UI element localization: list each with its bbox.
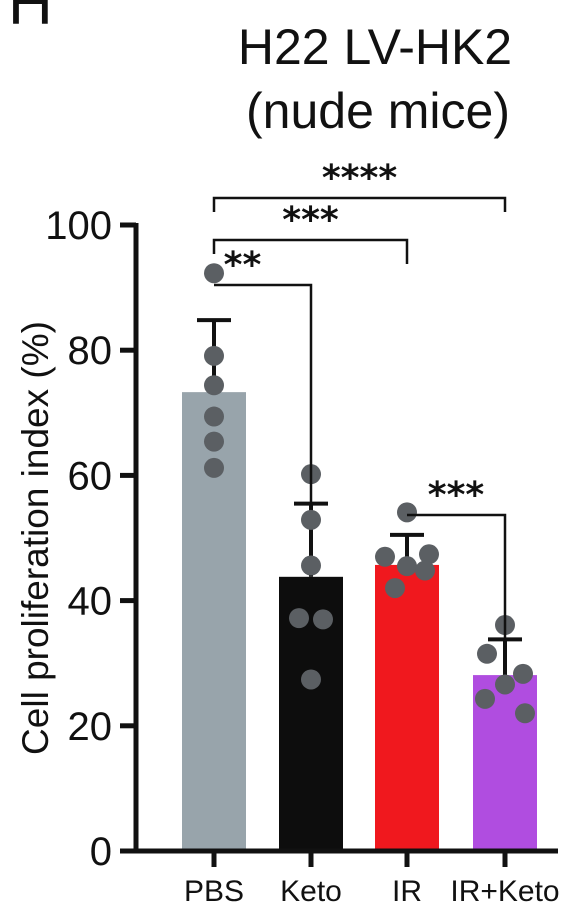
- x-tick-label: Keto: [280, 875, 342, 908]
- y-axis-label: Cell proliferation index (%): [15, 321, 56, 755]
- data-point: [204, 345, 224, 366]
- data-point: [513, 663, 533, 684]
- data-point: [301, 669, 321, 690]
- data-point: [375, 546, 395, 567]
- data-point: [313, 609, 333, 630]
- significance-bracket: ****: [212, 158, 507, 212]
- x-tick-label: PBS: [184, 875, 244, 908]
- y-tick-label: 40: [68, 580, 113, 624]
- x-tick-label: IR+Keto: [450, 875, 559, 908]
- data-point: [515, 703, 535, 724]
- data-point: [397, 502, 417, 523]
- y-tick-label: 100: [45, 204, 112, 248]
- data-point: [495, 674, 515, 695]
- data-point: [301, 555, 321, 576]
- data-point: [204, 431, 224, 452]
- data-point: [204, 406, 224, 427]
- axes-layer: 0 20 40 60 80 100 PBS Keto IR IR+Keto: [45, 204, 559, 908]
- data-point: [419, 544, 439, 565]
- data-point: [475, 688, 495, 709]
- x-tick-label: IR: [392, 875, 422, 908]
- data-point: [477, 643, 497, 664]
- significance-label: ****: [322, 158, 397, 199]
- data-point: [204, 263, 224, 284]
- significance-label: ***: [282, 200, 339, 241]
- significance-label: ***: [428, 475, 485, 516]
- y-tick-label: 20: [68, 705, 113, 749]
- bar-keto: [279, 576, 343, 851]
- y-tick-label: 60: [68, 454, 113, 498]
- significance-layer: ************: [212, 158, 507, 640]
- points-layer: [204, 263, 535, 724]
- significance-bracket: ***: [212, 200, 409, 264]
- significance-bracket: ***: [407, 475, 507, 640]
- data-point: [289, 608, 309, 629]
- data-point: [397, 556, 417, 577]
- significance-label: **: [224, 245, 262, 286]
- data-point: [301, 509, 321, 530]
- panel-letter: H: [8, 0, 53, 38]
- bars-layer: [182, 392, 537, 851]
- bar-ir: [375, 564, 439, 851]
- chart-subtitle: (nude mice): [246, 83, 510, 139]
- chart-title: H22 LV-HK2: [238, 19, 512, 75]
- data-point: [385, 578, 405, 599]
- data-point: [204, 457, 224, 478]
- data-point: [204, 375, 224, 396]
- y-tick-label: 0: [90, 830, 112, 874]
- y-tick-label: 80: [68, 329, 113, 373]
- significance-bracket: **: [214, 245, 313, 504]
- data-point: [415, 560, 435, 581]
